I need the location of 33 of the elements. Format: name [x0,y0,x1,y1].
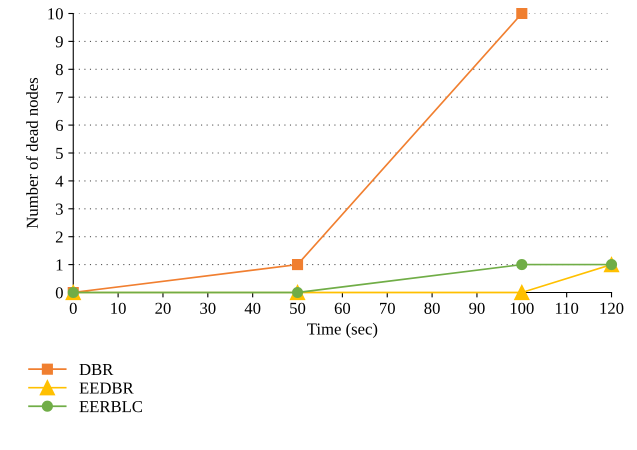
point [514,284,530,300]
x-tick-label: 30 [200,302,216,314]
legend-label: EERBLC [80,401,142,412]
y-tick-label: 7 [56,92,64,103]
y-tick-label: 0 [56,287,63,298]
y-tick-label: 1 [56,259,63,270]
x-tick-label: 110 [556,302,578,314]
point [516,259,528,270]
y-tick-label: 3 [56,204,63,215]
legend-label: EEDBR [80,382,134,394]
y-tick-label: 4 [56,176,64,187]
point [516,8,528,20]
x-tick-label: 70 [380,302,395,314]
x-tick-label: 40 [244,302,260,314]
x-tick-label: 50 [290,302,306,314]
legend-label: DBR [80,364,114,376]
y-tick-label: 8 [56,64,63,76]
y-tick-label: 10 [48,8,63,20]
y-tick-label: 9 [56,36,63,48]
point [292,259,304,270]
x-tick-label: 90 [469,302,485,314]
x-tick-label: 10 [111,302,126,314]
x-tick-label: 60 [334,302,350,314]
y-tick-label: 6 [56,120,64,132]
y-tick-label: 2 [56,231,63,242]
x-axis-title: Time (sec) [307,322,378,338]
x-tick-label: 120 [600,302,624,314]
x-tick-label: 80 [424,302,440,314]
y-axis-title: Number of dead nodes [26,78,38,228]
y-tick-label: 5 [56,148,63,159]
x-tick-label: 20 [155,302,171,314]
x-tick-label: 0 [70,302,77,314]
x-tick-label: 100 [510,302,534,314]
